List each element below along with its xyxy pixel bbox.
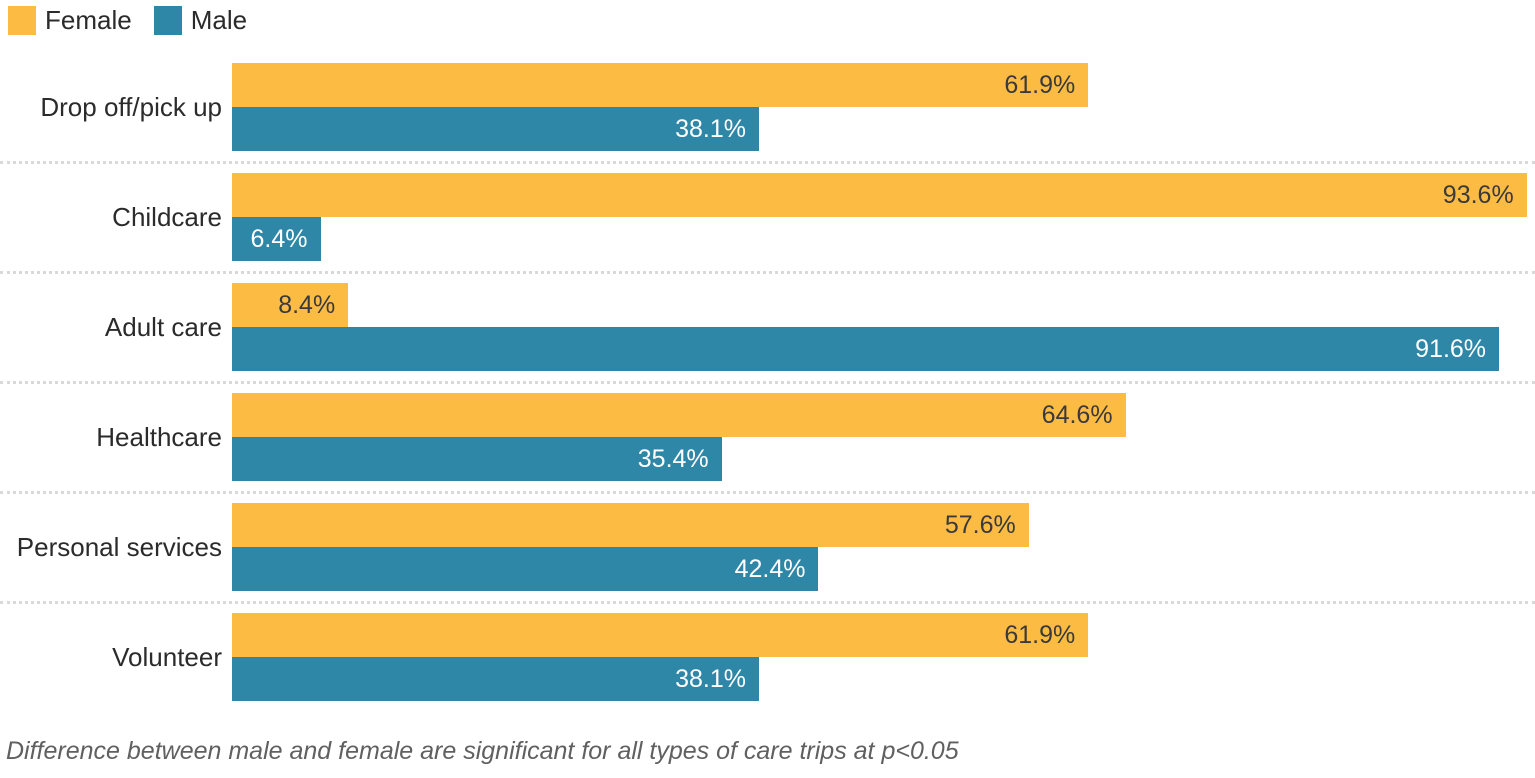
chart-row: Healthcare 64.6% 35.4% (0, 393, 1535, 481)
chart-row: Volunteer 61.9% 38.1% (0, 613, 1535, 701)
category-label: Drop off/pick up (40, 91, 222, 122)
chart-legend: Female Male (0, 0, 1535, 36)
bar-group: 61.9% 38.1% (232, 63, 1535, 151)
legend-item-female: Female (8, 5, 132, 36)
value-label: 38.1% (675, 114, 746, 143)
male-bar: 91.6% (232, 327, 1500, 371)
significance-note: Difference between male and female are s… (6, 737, 959, 765)
chart-row: Adult care 8.4% 91.6% (0, 283, 1535, 371)
male-bar: 42.4% (232, 547, 819, 591)
female-bar: 64.6% (232, 393, 1126, 437)
value-label: 61.9% (1004, 70, 1076, 99)
bar-group: 61.9% 38.1% (232, 613, 1535, 701)
value-label: 42.4% (734, 554, 806, 583)
female-legend-label: Female (45, 5, 132, 35)
row-separator (0, 271, 1535, 274)
male-legend-label: Male (190, 5, 248, 35)
row-separator (0, 491, 1535, 494)
bar-group: 64.6% 35.4% (232, 393, 1535, 481)
value-label: 61.9% (1004, 620, 1076, 649)
value-label: 6.4% (250, 224, 308, 253)
female-legend-swatch (8, 6, 36, 35)
male-bar: 38.1% (232, 657, 759, 701)
value-label: 38.1% (675, 664, 746, 693)
female-bar: 61.9% (232, 613, 1089, 657)
male-bar: 35.4% (232, 437, 722, 481)
legend-item-male: Male (153, 5, 248, 36)
female-bar: 61.9% (232, 63, 1089, 107)
category-label: Healthcare (96, 421, 222, 452)
male-bar: 38.1% (232, 107, 759, 151)
category-label: Adult care (104, 311, 222, 342)
value-label: 35.4% (637, 444, 709, 473)
male-legend-swatch (153, 6, 182, 35)
value-label: 8.4% (278, 290, 336, 319)
category-label: Volunteer (112, 641, 222, 672)
female-bar: 93.6% (232, 173, 1527, 217)
row-separator (0, 601, 1535, 604)
value-label: 93.6% (1442, 180, 1514, 209)
male-bar: 6.4% (232, 217, 321, 261)
bar-group: 8.4% 91.6% (232, 283, 1535, 371)
row-separator (0, 161, 1535, 164)
chart-row: Personal services 57.6% 42.4% (0, 503, 1535, 591)
bar-group: 57.6% 42.4% (232, 503, 1535, 591)
category-label: Childcare (112, 201, 222, 232)
value-label: 91.6% (1415, 334, 1487, 363)
row-separator (0, 381, 1535, 384)
bar-group: 93.6% 6.4% (232, 173, 1535, 261)
female-bar: 57.6% (232, 503, 1029, 547)
value-label: 64.6% (1041, 400, 1113, 429)
chart-plot-area: Drop off/pick up 61.9% 38.1% Childcare 93.6%… (0, 63, 1535, 701)
category-label: Personal services (16, 531, 222, 562)
chart-row: Drop off/pick up 61.9% 38.1% (0, 63, 1535, 151)
chart-row: Childcare 93.6% 6.4% (0, 173, 1535, 261)
female-bar: 8.4% (232, 283, 349, 327)
value-label: 57.6% (944, 510, 1016, 539)
